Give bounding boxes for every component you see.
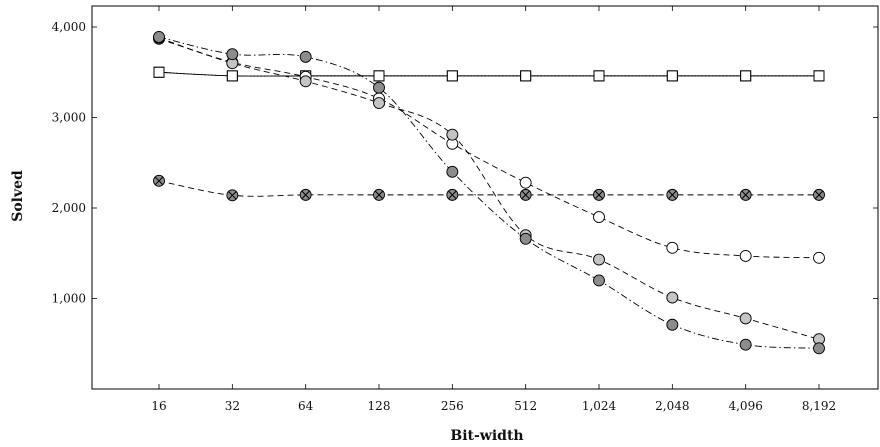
- cross-stroke: [521, 190, 530, 199]
- data-point-circle-dark: [153, 31, 165, 43]
- cross-stroke: [448, 190, 457, 199]
- cross-stroke: [815, 190, 823, 199]
- data-point-circle-dark: [593, 274, 605, 287]
- x-tick-label: 64: [298, 399, 314, 413]
- data-point-circle-white: [666, 241, 679, 254]
- x-axis-ticks: 16 32 64 128 256 512 1,024 2,048 4,096 8,192: [151, 6, 836, 413]
- x-tick-label: 128: [368, 399, 391, 413]
- x-tick-label: 2,048: [655, 399, 689, 413]
- cross-stroke: [595, 190, 603, 199]
- y-tick-label: 3,000: [52, 111, 86, 125]
- y-axis-title: Solved: [10, 170, 26, 222]
- data-point-circle-light: [666, 291, 679, 304]
- series-line-circle-cross: [158, 180, 820, 197]
- x-tick-label: 512: [514, 399, 537, 413]
- data-point-cross: [521, 190, 530, 199]
- data-point-circle-light: [446, 128, 459, 141]
- data-point-circle-dark: [299, 50, 312, 63]
- data-point-square-white: [520, 70, 532, 82]
- data-point-circle-white: [519, 176, 532, 189]
- series-lines: [158, 36, 820, 349]
- data-point-cross: [741, 190, 750, 199]
- plot-frame: [91, 5, 879, 390]
- data-point-square-white: [446, 70, 458, 82]
- y-tick-label: 1,000: [52, 292, 86, 306]
- data-point-cross: [375, 190, 383, 199]
- data-point-circle-dark: [739, 338, 752, 351]
- x-tick-label: 1,024: [582, 399, 617, 413]
- data-point-circle-light: [739, 312, 752, 325]
- data-point-cross: [301, 190, 310, 199]
- cross-stroke: [668, 190, 677, 199]
- data-point-circle-dark: [373, 81, 385, 94]
- data-point-cross: [228, 191, 237, 200]
- data-point-circle-dark: [813, 342, 825, 355]
- data-point-cross: [155, 176, 163, 185]
- axes: [91, 5, 879, 390]
- data-point-square-white: [373, 70, 385, 82]
- data-point-cross: [595, 190, 603, 199]
- data-point-cross: [815, 190, 823, 199]
- data-point-circle-light: [299, 75, 312, 88]
- data-point-square-white: [813, 70, 825, 82]
- data-point-square-white: [740, 70, 752, 82]
- data-point-square-white: [153, 66, 165, 78]
- y-tick-label: 2,000: [52, 201, 86, 215]
- data-point-square-white: [666, 70, 678, 82]
- cross-stroke: [375, 190, 383, 199]
- data-point-circle-white: [593, 211, 605, 224]
- data-point-circle-dark: [226, 48, 239, 61]
- data-point-square-white: [593, 70, 605, 82]
- data-point-circle-dark: [666, 318, 679, 331]
- series-line-square-white: [158, 71, 819, 77]
- x-axis-title: Bit-width: [450, 428, 523, 444]
- x-tick-label: 8,192: [802, 399, 836, 413]
- x-tick-label: 16: [151, 399, 166, 413]
- data-point-circle-dark: [519, 232, 532, 245]
- x-tick-label: 4,096: [728, 399, 762, 413]
- data-point-cross: [448, 190, 457, 199]
- y-tick-label: 4,000: [52, 20, 86, 34]
- data-point-circle-light: [593, 253, 605, 266]
- cross-stroke: [155, 176, 163, 185]
- series-markers: [153, 31, 825, 355]
- y-axis-ticks: 1,000 2,000 3,000 4,000: [52, 20, 878, 306]
- series-line-circle-light: [158, 37, 820, 340]
- data-point-cross: [668, 190, 677, 199]
- data-point-circle-white: [813, 251, 825, 264]
- series-line-circle-dark: [158, 36, 820, 349]
- data-point-square-white: [226, 70, 238, 82]
- data-point-circle-white: [739, 250, 752, 262]
- x-tick-label: 32: [225, 399, 240, 413]
- series-line-circle-white: [158, 38, 820, 259]
- cross-stroke: [228, 191, 237, 200]
- cross-stroke: [301, 190, 310, 199]
- data-point-circle-dark: [446, 165, 459, 178]
- cross-stroke: [741, 190, 750, 199]
- data-point-circle-light: [373, 97, 385, 109]
- x-tick-label: 256: [441, 399, 464, 413]
